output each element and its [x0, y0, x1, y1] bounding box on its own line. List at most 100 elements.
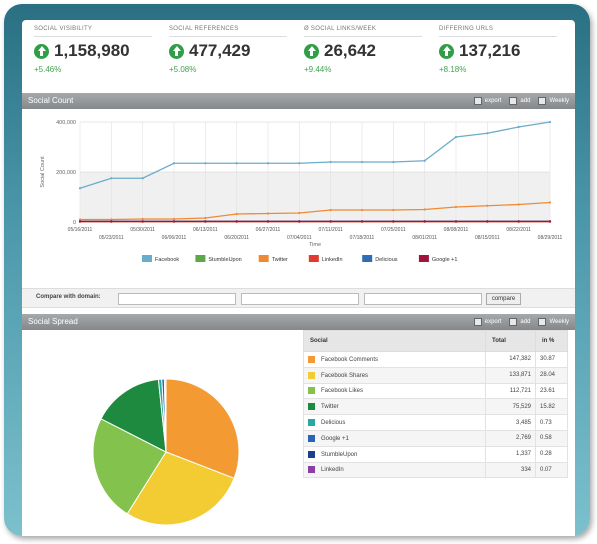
table-row: LinkedIn 334 0.07: [303, 461, 568, 479]
series-line: [79, 121, 551, 189]
add-button[interactable]: add: [509, 314, 530, 330]
color-swatch: [308, 355, 315, 363]
kpi-label: SOCIAL REFERENCES: [169, 26, 287, 37]
x-tick-label: 08/15/2011: [475, 235, 500, 241]
data-point: [392, 160, 395, 164]
kpi-value: 1,158,980: [54, 41, 130, 60]
data-point: [486, 204, 489, 207]
social-name-cell: Delicious: [303, 414, 486, 431]
data-point: [548, 220, 552, 223]
social-spread-pie: [92, 378, 240, 526]
data-point: [486, 220, 489, 223]
add-button[interactable]: add: [509, 93, 530, 109]
color-swatch: [308, 434, 315, 442]
data-point: [110, 220, 113, 223]
table-row: Facebook Likes 112,721 23.61: [303, 382, 568, 400]
data-point: [517, 203, 520, 206]
compare-domain-input-3[interactable]: [364, 293, 482, 305]
data-point: [423, 220, 426, 223]
arrow-up-icon: [439, 43, 454, 59]
pie-slice: [92, 418, 167, 515]
weekly-button[interactable]: Weekly: [538, 93, 569, 109]
x-tick-label: 05/30/2011: [130, 227, 155, 233]
x-tick-label: 06/06/2011: [162, 235, 187, 241]
panel-title: Social Spread: [28, 317, 78, 326]
table-row: Twitter 75,529 15.82: [303, 398, 568, 416]
data-point: [298, 162, 301, 165]
social-name-cell: Facebook Likes: [303, 382, 486, 400]
data-point: [141, 177, 144, 180]
data-point: [360, 208, 364, 212]
kpi-change: +5.46%: [34, 65, 62, 74]
pct-cell: 15.82: [535, 398, 568, 416]
kpi-change: +9.44%: [304, 65, 332, 74]
legend-label: Delicious: [375, 257, 398, 263]
compare-button[interactable]: compare: [486, 293, 521, 305]
total-cell: 1,337: [485, 445, 536, 463]
legend-swatch: [362, 255, 373, 262]
x-tick-label: 07/25/2011: [381, 227, 406, 233]
pie-slice: [165, 378, 240, 479]
data-point: [204, 216, 207, 220]
data-point: [454, 220, 458, 223]
kpi-value: 137,216: [459, 41, 521, 60]
pie-slice: [100, 378, 167, 453]
social-count-chart: 400,000 200,000 0 Social Count 05/16/2011 05/…: [40, 120, 563, 263]
data-point: [78, 218, 82, 221]
data-point: [392, 208, 395, 212]
x-tick-label: 08/22/2011: [506, 227, 531, 233]
color-swatch: [308, 371, 315, 379]
kpi-label: Ø SOCIAL LINKS/WEEK: [304, 26, 422, 37]
total-cell: 3,485: [485, 414, 536, 431]
data-point: [548, 201, 552, 204]
pct-cell: 0.73: [535, 414, 568, 431]
total-cell: 133,871: [485, 366, 536, 384]
data-point: [266, 212, 270, 215]
kpi-differing-urls: DIFFERING URLS 137,216 +8.18%: [439, 26, 559, 74]
data-point: [204, 162, 207, 165]
data-point: [235, 212, 238, 216]
export-icon: [473, 97, 482, 105]
color-swatch: [308, 466, 315, 474]
data-point: [454, 135, 458, 139]
x-tick-label: 08/01/2011: [412, 235, 437, 241]
data-point: [172, 217, 176, 221]
pct-cell: 23.61: [535, 382, 568, 400]
y-tick-label: 200,000: [56, 170, 76, 176]
table-row: Facebook Shares 133,871 28.04: [303, 366, 568, 384]
social-count-header: Social Count export add Weekly: [22, 93, 575, 109]
device-frame: SOCIAL VISIBILITY 1,158,980 +5.46% SOCIA…: [4, 4, 590, 536]
x-tick-label: 06/27/2011: [256, 227, 281, 233]
data-point: [235, 162, 238, 165]
legend-swatch: [418, 255, 429, 262]
total-cell: 2,769: [485, 429, 536, 447]
data-point: [110, 177, 113, 180]
kpi-label: DIFFERING URLS: [439, 26, 557, 37]
legend-swatch: [308, 255, 319, 262]
data-point: [172, 162, 176, 165]
compare-domain-input-1[interactable]: [118, 293, 236, 305]
data-point: [360, 220, 364, 223]
weekly-button[interactable]: Weekly: [538, 314, 569, 330]
legend-label: StumbleUpon: [208, 257, 241, 263]
data-point: [329, 160, 332, 164]
pct-cell: 0.58: [535, 429, 568, 447]
color-swatch: [308, 403, 315, 411]
data-point: [329, 208, 332, 212]
compare-label: Compare with domain:: [36, 294, 101, 300]
total-cell: 147,382: [485, 351, 536, 368]
legend-swatch: [195, 255, 206, 262]
kpi-label: SOCIAL VISIBILITY: [34, 26, 152, 37]
data-point: [548, 120, 552, 124]
legend-label: Facebook: [155, 257, 179, 263]
y-axis-label: Social Count: [40, 156, 46, 188]
data-point: [298, 220, 301, 223]
export-button[interactable]: export: [473, 314, 501, 330]
export-button[interactable]: export: [473, 93, 501, 109]
table-row: Delicious 3,485 0.73: [303, 414, 568, 431]
kpi-row: SOCIAL VISIBILITY 1,158,980 +5.46% SOCIA…: [22, 20, 575, 92]
column-header-pct: in %: [535, 330, 568, 352]
calendar-icon: [538, 318, 547, 326]
panel-title: Social Count: [28, 96, 74, 105]
compare-domain-input-2[interactable]: [241, 293, 359, 305]
